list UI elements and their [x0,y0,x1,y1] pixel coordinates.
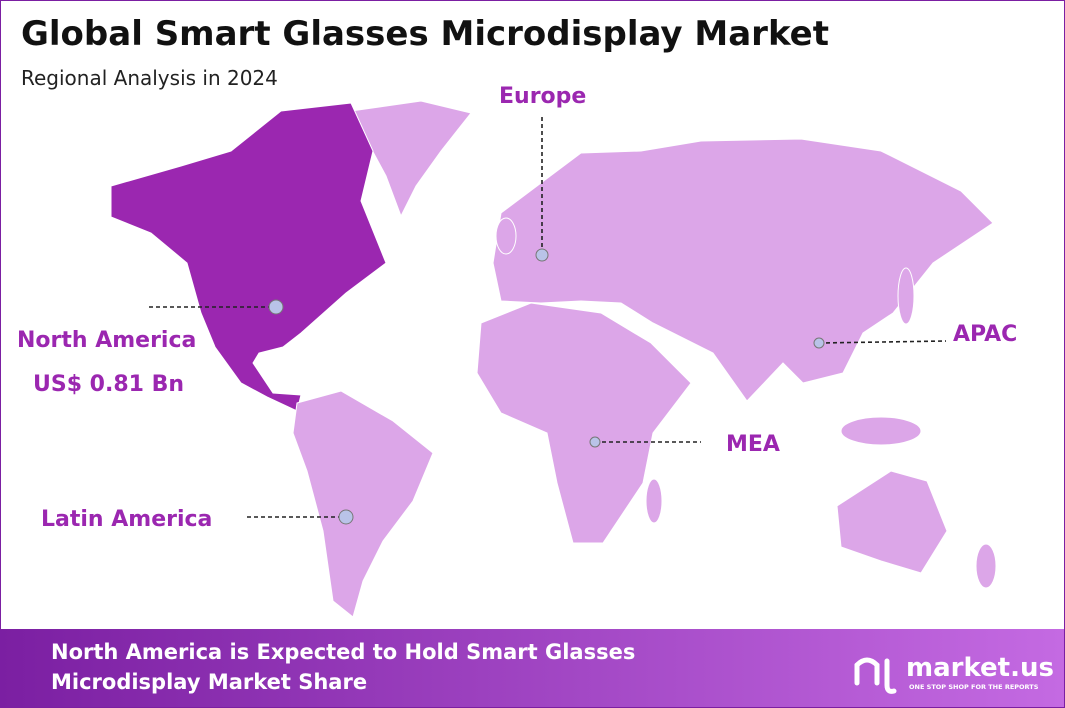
subtitle: Regional Analysis in 2024 [21,66,278,90]
greenland [350,100,472,218]
marker [268,299,284,315]
leader-line [818,340,947,344]
region-label: Latin America [41,507,212,532]
north-america-land [110,102,387,412]
south-america-land [292,390,434,618]
africa-land [476,302,692,544]
region-label: APAC [953,322,1017,347]
madagascar-land [645,478,663,524]
footer-text: North America is Expected to Hold Smart … [51,640,636,694]
logo-icon [854,657,897,694]
title: Global Smart Glasses Microdisplay Market [21,14,829,54]
tagline: ONE STOP SHOP FOR THE REPORTS [909,683,1039,691]
marker [589,436,601,448]
marker [813,337,825,349]
japan-land [897,267,915,325]
uk-land [495,217,517,255]
region-label: North America [17,328,196,353]
eurasia-land [492,138,994,402]
brand: market.us [906,653,1054,683]
region-value: US$ 0.81 Bn [33,372,184,397]
indonesia-land [840,416,922,446]
marker [535,248,549,262]
footer-box: North America is Expected to Hold Smart … [51,640,636,694]
marker [338,509,354,525]
australia-land [836,470,948,574]
region-label: MEA [726,432,780,457]
new-zealand-land [975,543,997,589]
region-label: Europe [499,84,586,109]
